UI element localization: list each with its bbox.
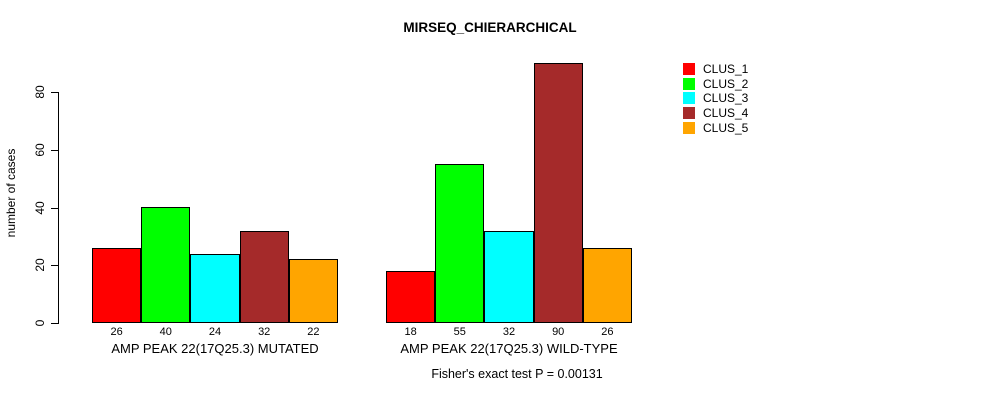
- legend-label: CLUS_2: [703, 76, 749, 91]
- y-axis-label: number of cases: [4, 148, 18, 238]
- y-tick-mark: [51, 149, 58, 151]
- legend-swatch: [683, 107, 695, 120]
- legend-item: CLUS_5: [683, 120, 749, 135]
- chart-title: MIRSEQ_CHIERARCHICAL: [403, 20, 577, 35]
- legend-item: CLUS_1: [683, 63, 748, 75]
- y-axis-line: [58, 92, 59, 324]
- footer-note: Fisher's exact test P = 0.00131: [431, 367, 603, 381]
- legend-swatch: [683, 92, 695, 105]
- legend-swatch: [683, 63, 695, 75]
- y-tick-label: 80: [33, 85, 47, 99]
- bar-value-label: 24: [208, 326, 222, 338]
- bar: [583, 248, 632, 323]
- legend-item: CLUS_4: [683, 106, 749, 121]
- legend-item: CLUS_3: [683, 91, 749, 106]
- legend-swatch: [683, 121, 695, 134]
- legend-label: CLUS_3: [703, 91, 749, 106]
- legend: CLUS_1 CLUS_2 CLUS_3 CLUS_4 CLUS_5: [683, 63, 748, 136]
- bar-value-label: 32: [258, 326, 271, 338]
- legend-item: CLUS_2: [683, 76, 749, 91]
- y-tick-mark: [51, 265, 58, 267]
- group-label: AMP PEAK 22(17Q25.3) WILD-TYPE: [400, 341, 618, 356]
- legend-label: CLUS_1: [703, 62, 749, 76]
- legend-label: CLUS_4: [703, 106, 749, 121]
- bar: [386, 271, 435, 323]
- bar-value-label: 55: [453, 326, 466, 338]
- y-tick-mark: [51, 207, 58, 209]
- group-label: AMP PEAK 22(17Q25.3) MUTATED: [111, 341, 319, 356]
- bar-value-label: 26: [601, 326, 614, 338]
- bar-value-label: 18: [404, 326, 417, 338]
- bar: [92, 248, 141, 323]
- bar: [435, 164, 484, 323]
- y-tick-label: 20: [33, 258, 47, 272]
- bar-value-label: 40: [159, 326, 172, 338]
- bar-value-label: 32: [502, 326, 516, 338]
- bar: [240, 231, 289, 323]
- bar: [534, 63, 583, 323]
- bar: [484, 231, 534, 323]
- bar: [289, 259, 338, 323]
- legend-swatch: [683, 77, 695, 90]
- bar-value-label: 26: [110, 326, 123, 338]
- y-tick-label: 60: [33, 143, 47, 157]
- y-tick-label: 0: [33, 319, 47, 327]
- legend-label: CLUS_5: [703, 120, 749, 135]
- y-tick-mark: [51, 323, 58, 324]
- bar: [141, 207, 190, 323]
- bar-value-label: 90: [552, 326, 565, 338]
- bar-value-label: 22: [307, 326, 320, 338]
- y-tick-mark: [51, 92, 58, 93]
- y-tick-label: 40: [33, 200, 47, 215]
- bar: [190, 254, 240, 323]
